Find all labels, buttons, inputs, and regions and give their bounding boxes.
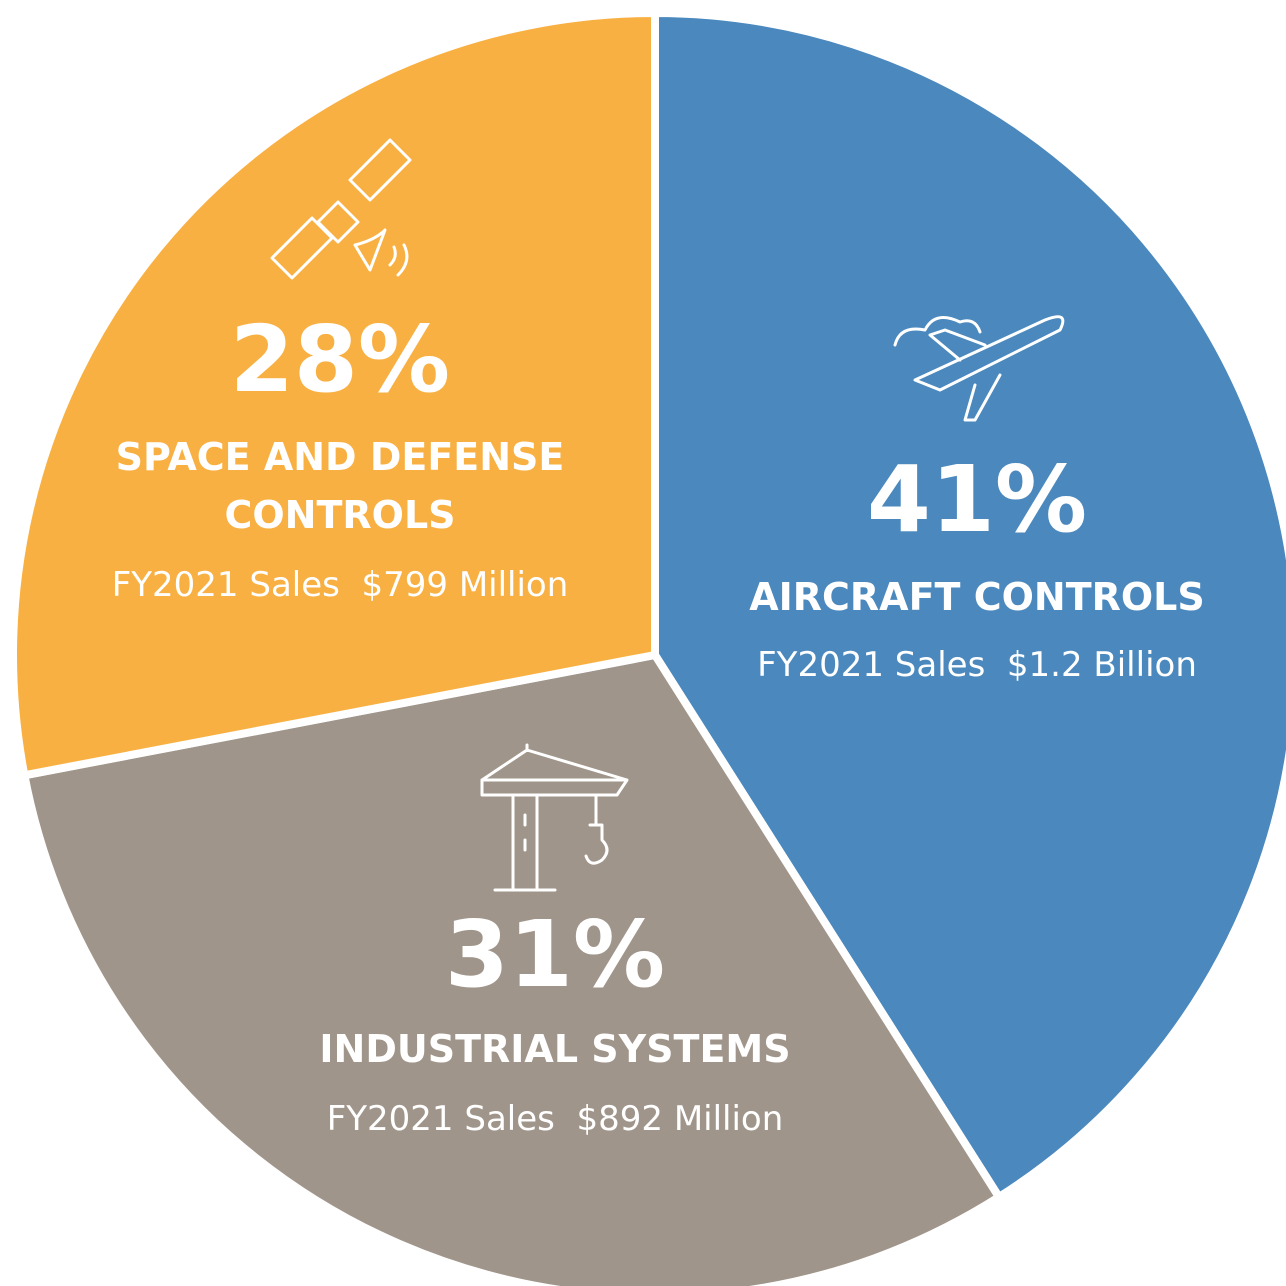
category-label: INDUSTRIAL SYSTEMS: [319, 1027, 791, 1071]
sales-label: FY2021 Sales $1.2 Billion: [757, 645, 1197, 685]
category-label: SPACE AND DEFENSE CONTROLS: [115, 435, 565, 537]
sales-label: FY2021 Sales $892 Million: [326, 1099, 784, 1139]
pie-slice: [20, 651, 1004, 1286]
value-label: 31%: [444, 901, 666, 1008]
plane-icon: [893, 315, 1065, 422]
value-label: 41%: [866, 446, 1088, 553]
pie-slice: [9, 9, 659, 780]
satellite-icon: [270, 138, 412, 280]
category-label: AIRCRAFT CONTROLS: [749, 575, 1205, 619]
crane-icon: [480, 743, 629, 892]
sales-label: FY2021 Sales $799 Million: [111, 565, 569, 605]
value-label: 28%: [229, 306, 451, 413]
